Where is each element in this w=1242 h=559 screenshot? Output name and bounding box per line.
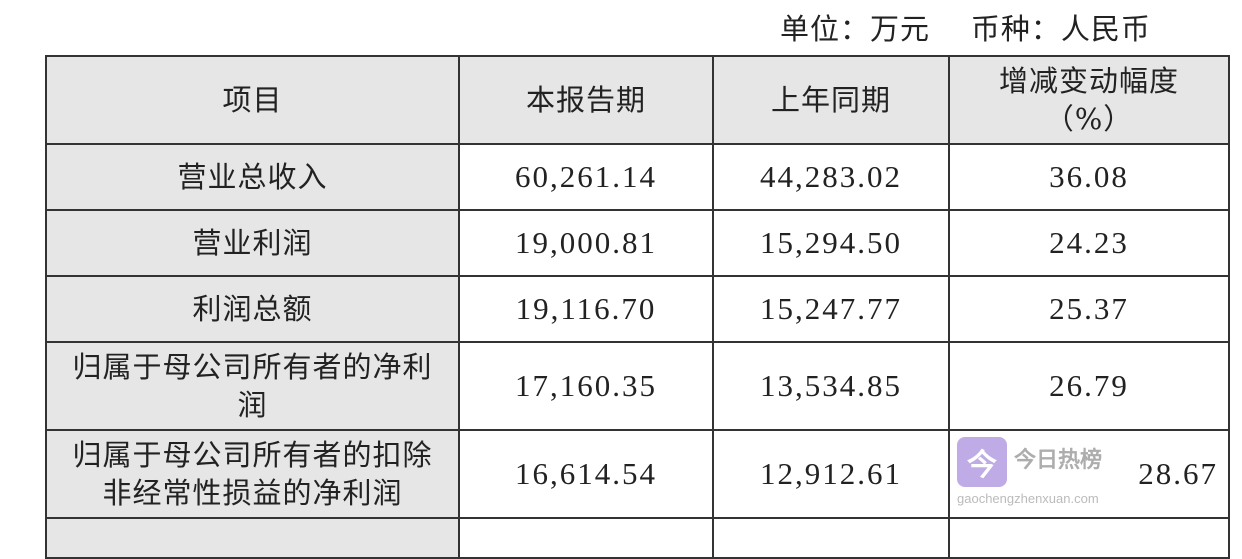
prior-value: 15,294.50 xyxy=(712,209,950,277)
row-label: 归属于母公司所有者的扣除非经常性损益的净利润 xyxy=(45,429,460,519)
prior-value: 44,283.02 xyxy=(712,143,950,211)
change-value: 24.23 xyxy=(948,209,1230,277)
prior-value: 15,247.77 xyxy=(712,275,950,343)
table-row: 营业利润 19,000.81 15,294.50 24.23 xyxy=(45,209,1230,277)
cell-empty xyxy=(948,517,1230,559)
current-value: 19,116.70 xyxy=(458,275,714,343)
row-label: 归属于母公司所有者的净利润 xyxy=(45,341,460,431)
header-prior-year: 上年同期 xyxy=(712,55,950,145)
unit-currency-note: 单位：万元 币种：人民币 xyxy=(780,12,1151,46)
table-header-row: 项目 本报告期 上年同期 增减变动幅度（%） xyxy=(45,55,1230,145)
prior-value: 12,912.61 xyxy=(712,429,950,519)
prior-value: 13,534.85 xyxy=(712,341,950,431)
row-label: 营业总收入 xyxy=(45,143,460,211)
financial-summary-table: 项目 本报告期 上年同期 增减变动幅度（%） 营业总收入 60,261.14 4… xyxy=(45,55,1230,559)
table-row-partial xyxy=(45,517,1230,559)
header-current-period: 本报告期 xyxy=(458,55,714,145)
change-value: 26.79 xyxy=(948,341,1230,431)
current-value: 19,000.81 xyxy=(458,209,714,277)
watermark-name: 今日热榜 xyxy=(1014,448,1103,473)
current-value: 60,261.14 xyxy=(458,143,714,211)
current-value: 17,160.35 xyxy=(458,341,714,431)
row-label: 利润总额 xyxy=(45,275,460,343)
row-label-empty xyxy=(45,517,460,559)
table-row: 归属于母公司所有者的净利润 17,160.35 13,534.85 26.79 xyxy=(45,341,1230,431)
change-value: 25.37 xyxy=(948,275,1230,343)
table-row: 营业总收入 60,261.14 44,283.02 36.08 xyxy=(45,143,1230,211)
current-value: 16,614.54 xyxy=(458,429,714,519)
change-value: 36.08 xyxy=(948,143,1230,211)
cell-empty xyxy=(458,517,714,559)
table-row: 归属于母公司所有者的扣除非经常性损益的净利润 16,614.54 12,912.… xyxy=(45,429,1230,519)
cell-empty xyxy=(712,517,950,559)
table-row: 利润总额 19,116.70 15,247.77 25.37 xyxy=(45,275,1230,343)
watermark-logo-icon: 今 xyxy=(957,437,1007,487)
header-change-pct: 增减变动幅度（%） xyxy=(948,55,1230,145)
row-label: 营业利润 xyxy=(45,209,460,277)
header-item: 项目 xyxy=(45,55,460,145)
watermark-url: gaochengzhenxuan.com xyxy=(957,491,1099,506)
